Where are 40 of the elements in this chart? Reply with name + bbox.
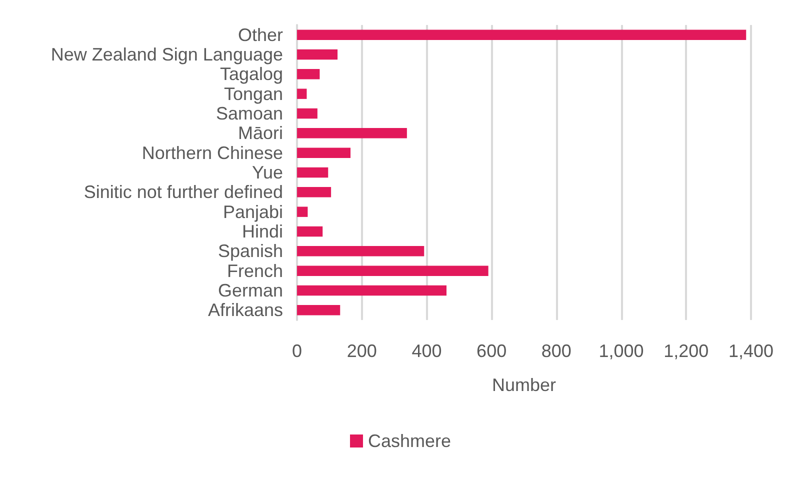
y-tick-label: Spanish [218, 241, 283, 262]
x-tick-label: 600 [476, 341, 507, 361]
x-axis-title: Number [492, 375, 556, 395]
y-tick-label: Hindi [242, 222, 283, 242]
bar [297, 187, 332, 198]
y-tick-label: Māori [238, 123, 283, 144]
x-tick-label: 1,200 [664, 341, 709, 361]
y-tick-label: Northern Chinese [142, 142, 283, 163]
y-tick-label: Samoan [216, 104, 283, 124]
y-tick-label: Panjabi [222, 202, 283, 222]
bar [297, 305, 340, 316]
bar [297, 108, 318, 119]
bar [297, 206, 308, 217]
bar [297, 167, 328, 178]
x-tick-label: 400 [412, 341, 442, 361]
bar [297, 30, 746, 40]
y-tick-label: Tagalog [220, 64, 283, 84]
y-tick-label: Sinitic not further defined [84, 182, 283, 202]
bar [297, 88, 307, 99]
bar [297, 266, 488, 276]
y-tick-label: French [226, 260, 283, 281]
legend-label: Cashmere [368, 431, 452, 451]
y-tick-label: New Zealand Sign Language [50, 44, 283, 64]
y-tick-label: Tongan [224, 84, 283, 104]
y-tick-label: German [218, 280, 283, 300]
y-tick-label: Yue [252, 162, 283, 182]
y-tick-label: Other [238, 24, 283, 45]
x-tick-label: 800 [541, 341, 572, 361]
bar [297, 128, 407, 138]
bar [297, 69, 320, 80]
y-tick-label: Afrikaans [208, 300, 283, 320]
x-tick-label: 0 [292, 341, 302, 361]
bar [297, 148, 351, 158]
bar [297, 49, 338, 60]
x-tick-label: 1,000 [598, 341, 644, 361]
x-tick-label: 1,400 [728, 341, 774, 361]
bar [297, 226, 323, 237]
x-tick-label: 200 [346, 341, 377, 361]
bar [297, 246, 424, 256]
bar [297, 285, 446, 296]
